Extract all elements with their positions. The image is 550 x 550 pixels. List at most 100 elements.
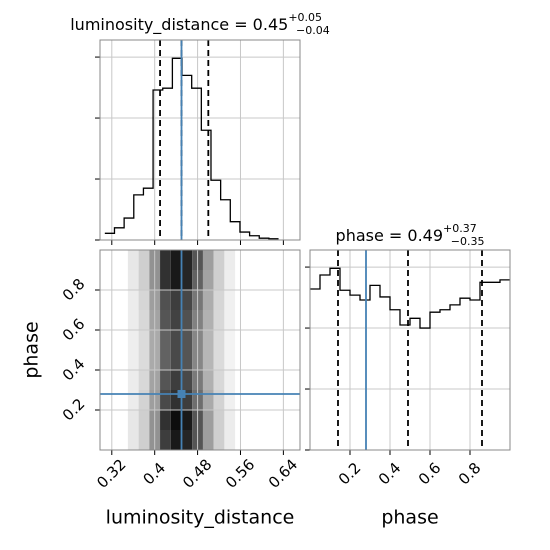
density-cell — [224, 350, 236, 370]
density-cell — [160, 310, 171, 330]
density-cell — [224, 270, 236, 290]
density-cell — [170, 330, 182, 350]
density-cell — [213, 430, 225, 450]
y-axis-label: phase — [21, 321, 43, 378]
title-upper: +0.37 — [443, 222, 477, 235]
title-lower: −0.35 — [451, 235, 485, 248]
density-cell — [160, 430, 171, 450]
density-cell — [160, 410, 171, 430]
density-cell — [170, 250, 182, 270]
density-cell — [170, 430, 182, 450]
density-cell — [224, 370, 236, 390]
density-cell — [127, 430, 139, 450]
plot-frame — [309, 249, 511, 451]
density-cell — [127, 310, 139, 330]
x-tick-label: 0.48 — [179, 455, 215, 491]
density-cell — [224, 310, 236, 330]
density-cell — [181, 250, 193, 270]
density-cell — [224, 290, 236, 310]
y-tick-label: 0.4 — [59, 355, 89, 385]
density-cell — [202, 290, 214, 310]
density-cell — [213, 310, 225, 330]
density-cell — [160, 270, 171, 290]
density-cell — [127, 330, 139, 350]
x-tick-label: 0.8 — [455, 459, 485, 489]
density-cell — [202, 410, 214, 430]
density-cell — [213, 290, 225, 310]
truth-point — [177, 390, 186, 398]
density-cell — [202, 430, 214, 450]
title-text: phase = 0.49 — [336, 226, 443, 245]
density-cell — [181, 350, 193, 370]
density-cell — [127, 270, 139, 290]
density-cell — [181, 390, 193, 410]
title-0: luminosity_distance = 0.45+0.05 −0.04 — [70, 11, 330, 37]
density-cell — [170, 370, 182, 390]
density-cell — [181, 410, 193, 430]
density-cell — [170, 290, 182, 310]
density-cell — [202, 310, 214, 330]
density-cell — [170, 310, 182, 330]
title-text: luminosity_distance = 0.45 — [70, 15, 288, 35]
density-cell — [170, 350, 182, 370]
density-cell — [127, 290, 139, 310]
density-cell — [160, 370, 171, 390]
density-cell — [202, 370, 214, 390]
density-cell — [224, 250, 236, 270]
density-cell — [181, 370, 193, 390]
density-cell — [202, 250, 214, 270]
title-upper: +0.05 — [288, 11, 322, 24]
density-cell — [160, 250, 171, 270]
density-cell — [160, 350, 171, 370]
x-axis-label: luminosity_distance — [106, 507, 295, 529]
x-tick-label: 0.56 — [222, 455, 258, 491]
density-cell — [213, 270, 225, 290]
density-cell — [127, 370, 139, 390]
density-cell — [138, 310, 150, 330]
title-2: phase = 0.49+0.37 −0.35 — [336, 222, 485, 248]
density-cell — [181, 310, 193, 330]
density-cell — [170, 410, 182, 430]
density-cell — [224, 330, 236, 350]
density-cell — [224, 410, 236, 430]
density-cell — [213, 410, 225, 430]
density-cell — [224, 390, 236, 410]
density-cell — [138, 430, 150, 450]
density-cell — [138, 290, 150, 310]
x-tick-label: 0.4 — [375, 459, 405, 489]
y-tick-label: 0.8 — [59, 275, 89, 305]
x-axis-label: phase — [381, 507, 438, 529]
density-cell — [202, 390, 214, 410]
x-tick-label: 0.32 — [93, 455, 129, 491]
x-tick-label: 0.4 — [140, 459, 170, 489]
density-cell — [127, 350, 139, 370]
plot-frame — [99, 39, 301, 241]
density-cell — [138, 350, 150, 370]
density-cell — [213, 330, 225, 350]
density-cell — [213, 390, 225, 410]
title-lower: −0.04 — [296, 24, 330, 37]
x-tick-label: 0.64 — [265, 455, 301, 491]
density-cell — [170, 270, 182, 290]
density-cell — [127, 250, 139, 270]
density-cell — [181, 270, 193, 290]
density-cell — [202, 350, 214, 370]
density-cell — [127, 390, 139, 410]
density-cell — [138, 270, 150, 290]
density-cell — [224, 430, 236, 450]
density-cell — [127, 410, 139, 430]
density-cell — [213, 370, 225, 390]
density-cell — [181, 330, 193, 350]
density-cell — [138, 250, 150, 270]
histogram-step — [310, 267, 510, 329]
density-cell — [213, 250, 225, 270]
density-cell — [202, 330, 214, 350]
x-tick-label: 0.6 — [415, 459, 445, 489]
density-cell — [181, 290, 193, 310]
density-cell — [138, 390, 150, 410]
density-cell — [160, 390, 171, 410]
density-cell — [138, 330, 150, 350]
plot-frame — [99, 249, 301, 451]
x-tick-label: 0.2 — [335, 459, 365, 489]
